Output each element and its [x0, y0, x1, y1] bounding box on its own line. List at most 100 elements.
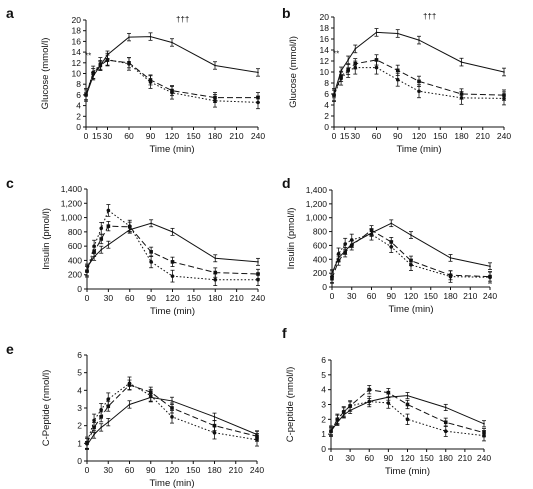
x-tick-label: 240: [483, 291, 497, 301]
data-point: [127, 381, 132, 386]
x-tick-label: 180: [443, 291, 457, 301]
series-dotted: [330, 228, 492, 284]
data-point: [449, 257, 452, 259]
data-point: [170, 90, 174, 95]
x-tick-label: 150: [187, 293, 201, 303]
y-tick-label: 16: [320, 34, 330, 44]
x-axis-title: Time (min): [149, 478, 194, 489]
data-point: [256, 100, 260, 105]
y-tick-label: 1,400: [61, 184, 83, 194]
y-axis-title: Glucose (mmol/l): [40, 38, 51, 110]
y-tick-label: 1,200: [306, 199, 328, 209]
x-tick-label: 60: [125, 293, 135, 303]
y-tick-label: 0: [77, 284, 82, 294]
data-point: [405, 417, 410, 422]
data-point: [99, 407, 103, 412]
data-point: [405, 402, 410, 407]
data-point: [417, 89, 421, 94]
x-tick-label: 0: [330, 291, 335, 301]
x-axis-title: Time (min): [150, 306, 195, 317]
data-point: [213, 277, 218, 282]
data-point: [106, 397, 111, 401]
panel-label: b: [282, 5, 291, 21]
data-point: [99, 237, 104, 241]
y-tick-label: 400: [68, 255, 82, 265]
chart-panel-c: c 0 200 400 600 800 1,000 1,200 1,400 0 30 60 90 120 1…: [6, 175, 265, 317]
y-tick-label: 16: [72, 36, 82, 46]
data-point: [84, 93, 88, 97]
x-tick-label: 150: [424, 291, 438, 301]
data-point: [171, 231, 174, 233]
data-point: [395, 77, 400, 82]
x-tick-label: 0: [84, 131, 89, 141]
data-point: [336, 258, 341, 263]
x-tick-label: 180: [208, 293, 222, 303]
y-axis-title: Glucose (mmol/l): [288, 36, 299, 108]
data-point: [107, 243, 110, 246]
data-point: [386, 401, 391, 405]
data-point: [409, 263, 413, 267]
data-point: [212, 430, 217, 435]
y-tick-label: 1,000: [306, 213, 328, 223]
y-tick-label: 6: [77, 350, 82, 360]
x-axis-title: Time (min): [385, 466, 430, 477]
x-tick-label: 60: [372, 131, 382, 141]
data-point: [369, 232, 374, 237]
x-tick-label: 90: [146, 293, 156, 303]
data-point: [406, 394, 409, 397]
data-point: [105, 57, 110, 62]
x-tick-label: 120: [165, 465, 179, 475]
data-point: [354, 48, 357, 50]
y-tick-label: 1: [77, 438, 82, 448]
data-point: [170, 415, 174, 419]
data-point: [339, 76, 343, 81]
data-point: [148, 393, 153, 398]
data-point: [336, 251, 341, 256]
data-point: [106, 208, 111, 213]
y-tick-label: 10: [72, 69, 82, 79]
data-point: [367, 399, 372, 404]
x-tick-label: 210: [230, 293, 244, 303]
data-point: [150, 222, 152, 225]
x-tick-label: 120: [412, 131, 426, 141]
x-tick-label: 180: [454, 131, 468, 141]
x-tick-label: 210: [463, 291, 477, 301]
data-point: [92, 418, 96, 423]
series-dotted: [85, 376, 259, 450]
data-point: [335, 417, 340, 422]
y-tick-label: 4: [76, 101, 81, 111]
x-tick-label: 120: [400, 453, 414, 463]
x-tick-label: 240: [251, 131, 265, 141]
x-tick-label: 60: [124, 131, 134, 141]
y-tick-label: 0: [322, 282, 327, 292]
data-point: [410, 234, 412, 236]
series-line: [333, 67, 505, 99]
series-dotted: [332, 60, 506, 106]
data-point: [448, 274, 453, 279]
data-point: [149, 260, 153, 264]
significance-dagger: †††: [423, 12, 436, 21]
data-point: [92, 425, 96, 430]
data-point: [91, 70, 95, 75]
data-point: [128, 403, 131, 406]
data-point: [257, 261, 259, 263]
series-line: [331, 233, 491, 278]
x-tick-label: 180: [208, 131, 222, 141]
series-line: [86, 225, 259, 275]
panel-label: e: [6, 341, 14, 357]
y-tick-label: 18: [320, 23, 330, 33]
x-axis-title: Time (min): [396, 144, 441, 155]
data-point: [256, 277, 260, 282]
y-tick-label: 10: [320, 67, 330, 77]
x-tick-label: 240: [497, 131, 511, 141]
data-point: [92, 244, 96, 248]
data-point: [107, 421, 110, 423]
y-tick-label: 200: [313, 268, 327, 278]
x-tick-label: 240: [250, 465, 264, 475]
data-point: [374, 58, 379, 62]
data-point: [149, 250, 153, 254]
y-tick-label: 1,400: [306, 185, 328, 195]
y-tick-label: 4: [324, 100, 329, 110]
y-tick-label: 20: [72, 15, 82, 25]
